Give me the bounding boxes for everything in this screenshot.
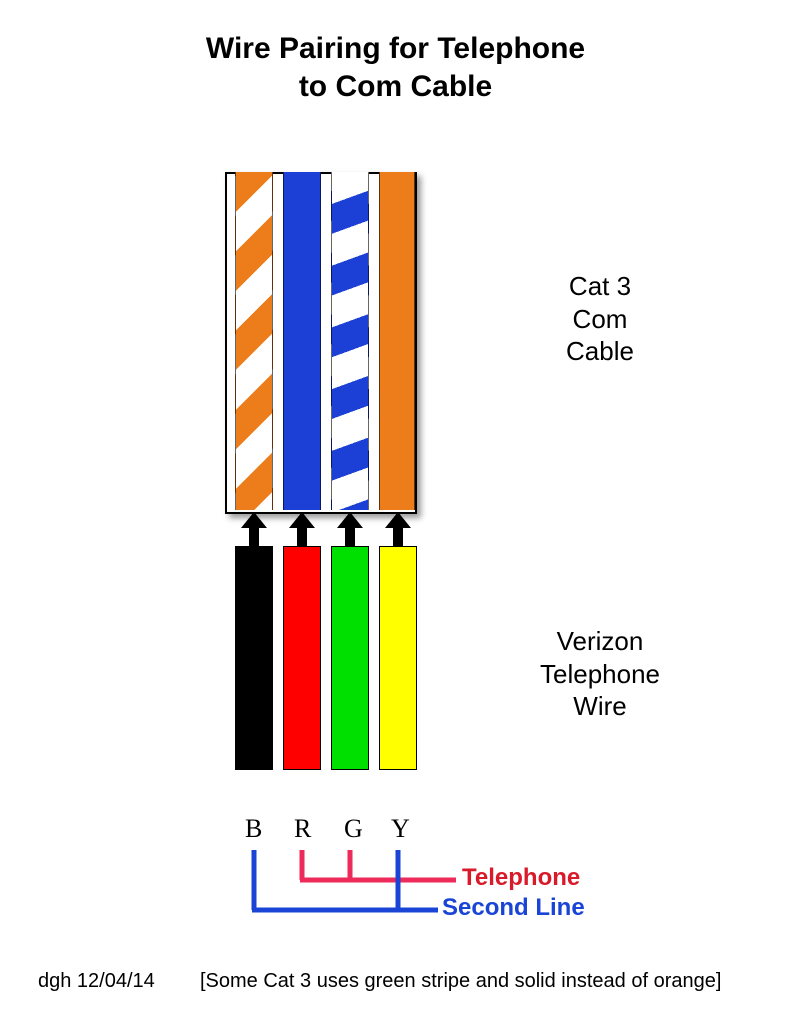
- cat3-label: Cat 3 Com Cable: [500, 270, 700, 368]
- title-line1: Wire Pairing for Telephone: [206, 32, 585, 65]
- map-arrow-4: [379, 512, 417, 550]
- map-arrow-1: [235, 512, 273, 550]
- cat3-wire-solid-blue: [283, 172, 321, 510]
- phone-wire-black: [235, 546, 273, 770]
- cat3-label-l2: Com: [573, 304, 628, 334]
- phone-wire-yellow: [379, 546, 417, 770]
- phone-wire-red: [283, 546, 321, 770]
- page-title: Wire Pairing for Telephone to Com Cable: [0, 30, 791, 105]
- verizon-label-l1: Verizon: [557, 626, 644, 656]
- verizon-label: Verizon Telephone Wire: [500, 625, 700, 723]
- second-line-pair-label: Second Line: [442, 894, 585, 922]
- cat3-label-l1: Cat 3: [569, 271, 631, 301]
- map-arrow-3: [331, 512, 369, 550]
- cat3-wire-blue-stripe: [331, 172, 369, 510]
- cat3-wire-solid-orange: [379, 172, 415, 510]
- phone-wire-green: [331, 546, 369, 770]
- brgy-r: R: [294, 814, 311, 844]
- cat3-label-l3: Cable: [566, 336, 634, 366]
- brgy-b: B: [245, 814, 262, 844]
- brgy-g: G: [344, 814, 363, 844]
- brgy-y: Y: [391, 814, 410, 844]
- page: Wire Pairing for Telephone to Com Cable …: [0, 0, 791, 1024]
- cat3-wire-orange-stripe: [235, 172, 273, 510]
- footnote: [Some Cat 3 uses green stripe and solid …: [200, 970, 721, 993]
- author-credit: dgh 12/04/14: [38, 970, 155, 993]
- title-line2: to Com Cable: [299, 70, 492, 103]
- wire-diagram: [225, 172, 417, 792]
- telephone-pair-label: Telephone: [462, 864, 580, 892]
- map-arrow-2: [283, 512, 321, 550]
- verizon-label-l2: Telephone: [540, 659, 660, 689]
- verizon-label-l3: Wire: [573, 691, 626, 721]
